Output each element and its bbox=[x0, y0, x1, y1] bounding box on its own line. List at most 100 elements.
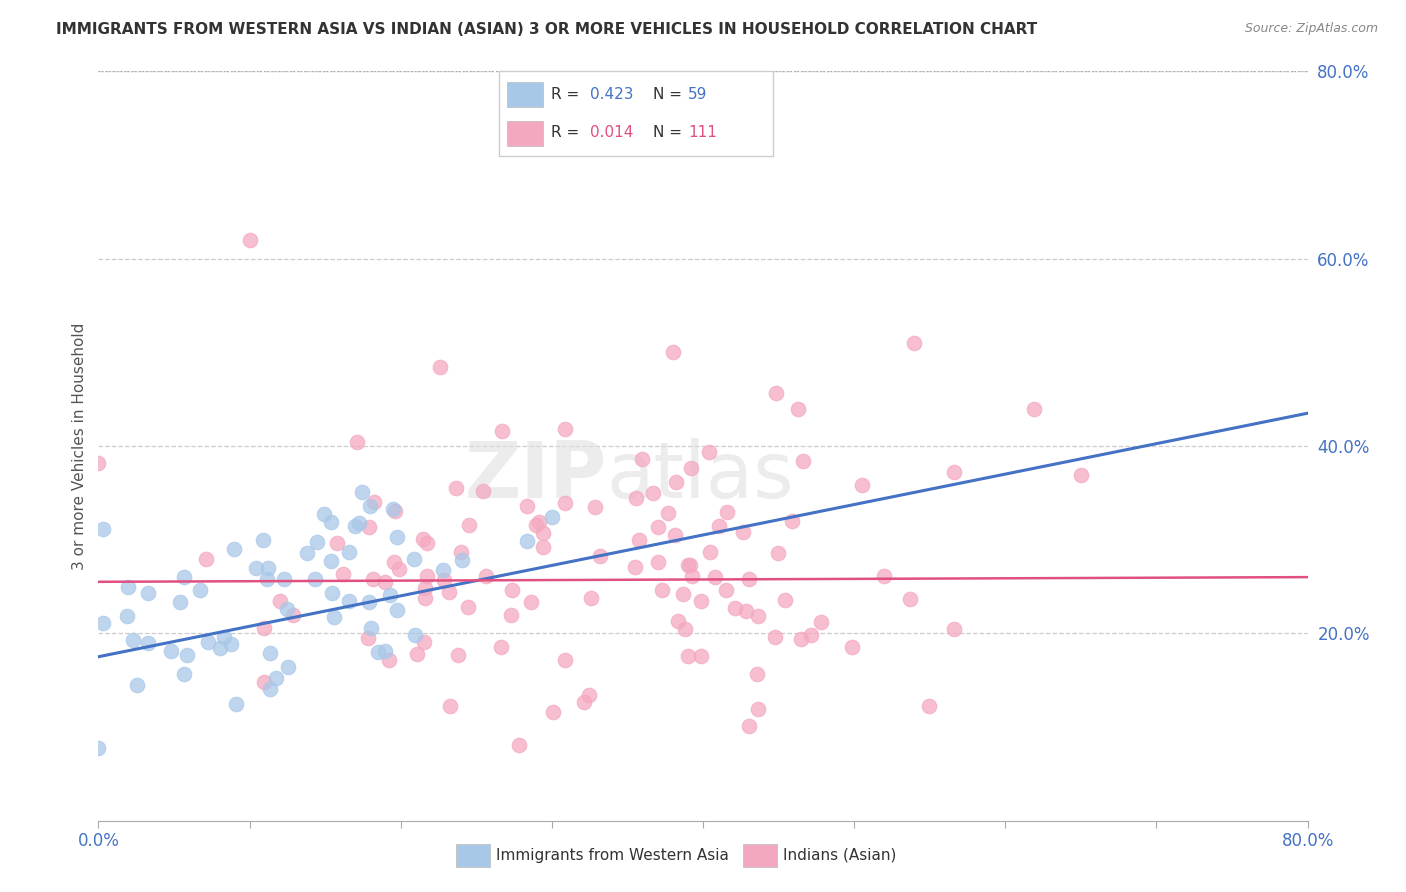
Text: R =: R = bbox=[551, 87, 585, 102]
Point bbox=[385, 602, 408, 616]
Point bbox=[416, 536, 439, 550]
Point bbox=[259, 646, 281, 660]
Point bbox=[471, 483, 494, 498]
Point bbox=[321, 515, 343, 529]
Point bbox=[516, 499, 538, 513]
Point bbox=[359, 520, 381, 534]
Point bbox=[773, 593, 796, 607]
Point bbox=[374, 643, 396, 657]
Point bbox=[766, 546, 789, 560]
Point bbox=[641, 486, 664, 500]
Point bbox=[378, 588, 401, 602]
Text: Immigrants from Western Asia: Immigrants from Western Asia bbox=[496, 848, 728, 863]
FancyBboxPatch shape bbox=[508, 120, 543, 146]
Text: ZIP: ZIP bbox=[464, 438, 606, 514]
Point bbox=[344, 519, 367, 533]
Point bbox=[747, 702, 769, 716]
Point bbox=[359, 500, 381, 514]
Point bbox=[628, 533, 651, 547]
Point bbox=[307, 535, 329, 549]
Point bbox=[115, 609, 138, 624]
Point bbox=[647, 520, 669, 534]
Point bbox=[188, 582, 211, 597]
Point bbox=[673, 622, 696, 636]
Point bbox=[381, 502, 404, 516]
Point bbox=[501, 608, 523, 623]
Point bbox=[437, 585, 460, 599]
Point bbox=[690, 594, 713, 608]
Point bbox=[415, 591, 437, 605]
Point bbox=[225, 697, 247, 711]
Point bbox=[222, 542, 245, 557]
Text: N =: N = bbox=[652, 125, 686, 140]
Point bbox=[451, 552, 474, 566]
Point bbox=[269, 593, 291, 607]
Point bbox=[631, 451, 654, 466]
Y-axis label: 3 or more Vehicles in Household: 3 or more Vehicles in Household bbox=[72, 322, 87, 570]
Point bbox=[321, 585, 343, 599]
Point bbox=[1024, 401, 1046, 416]
Point bbox=[697, 445, 720, 459]
Point bbox=[578, 689, 600, 703]
Point bbox=[520, 595, 543, 609]
Point bbox=[745, 666, 768, 681]
Point bbox=[374, 575, 396, 590]
Text: R =: R = bbox=[551, 125, 585, 140]
Point bbox=[160, 644, 183, 658]
Point bbox=[384, 504, 406, 518]
Point bbox=[277, 660, 299, 674]
Point bbox=[665, 475, 688, 489]
Point bbox=[903, 335, 925, 350]
Point bbox=[319, 553, 342, 567]
Point bbox=[87, 740, 110, 755]
Point bbox=[382, 555, 405, 569]
Point bbox=[87, 456, 110, 470]
Point bbox=[304, 572, 326, 586]
Point bbox=[173, 570, 195, 584]
Point bbox=[664, 528, 686, 542]
Point bbox=[458, 517, 481, 532]
Point bbox=[173, 667, 195, 681]
Point bbox=[668, 615, 690, 629]
Point bbox=[256, 561, 278, 575]
Point bbox=[624, 560, 647, 574]
Point bbox=[763, 630, 786, 644]
Point bbox=[361, 572, 384, 586]
Point bbox=[554, 496, 576, 510]
Point bbox=[787, 402, 810, 417]
Point bbox=[672, 587, 695, 601]
Point bbox=[136, 636, 159, 650]
Point bbox=[402, 552, 425, 566]
Point bbox=[747, 608, 769, 623]
Point bbox=[91, 615, 114, 630]
Point bbox=[690, 648, 713, 663]
Point bbox=[169, 595, 191, 609]
Point bbox=[367, 645, 389, 659]
Point bbox=[412, 532, 434, 546]
Point bbox=[508, 738, 530, 752]
Point bbox=[624, 491, 647, 505]
Point bbox=[197, 635, 219, 649]
Point bbox=[541, 706, 564, 720]
Point bbox=[531, 540, 554, 554]
Point bbox=[681, 569, 703, 583]
Point bbox=[676, 649, 699, 664]
Point bbox=[574, 696, 596, 710]
Point bbox=[724, 601, 747, 615]
Point bbox=[681, 461, 703, 475]
Point bbox=[450, 545, 472, 559]
Point bbox=[800, 628, 823, 642]
Text: Source: ZipAtlas.com: Source: ZipAtlas.com bbox=[1244, 22, 1378, 36]
Point bbox=[346, 435, 368, 450]
Point bbox=[221, 637, 243, 651]
FancyBboxPatch shape bbox=[499, 71, 773, 156]
Point bbox=[360, 621, 382, 635]
Point bbox=[121, 633, 143, 648]
Text: 0.014: 0.014 bbox=[589, 125, 633, 140]
Point bbox=[579, 591, 602, 605]
FancyBboxPatch shape bbox=[508, 81, 543, 107]
Point bbox=[716, 505, 738, 519]
Point bbox=[413, 582, 436, 596]
Point bbox=[245, 561, 267, 575]
Point bbox=[738, 719, 761, 733]
